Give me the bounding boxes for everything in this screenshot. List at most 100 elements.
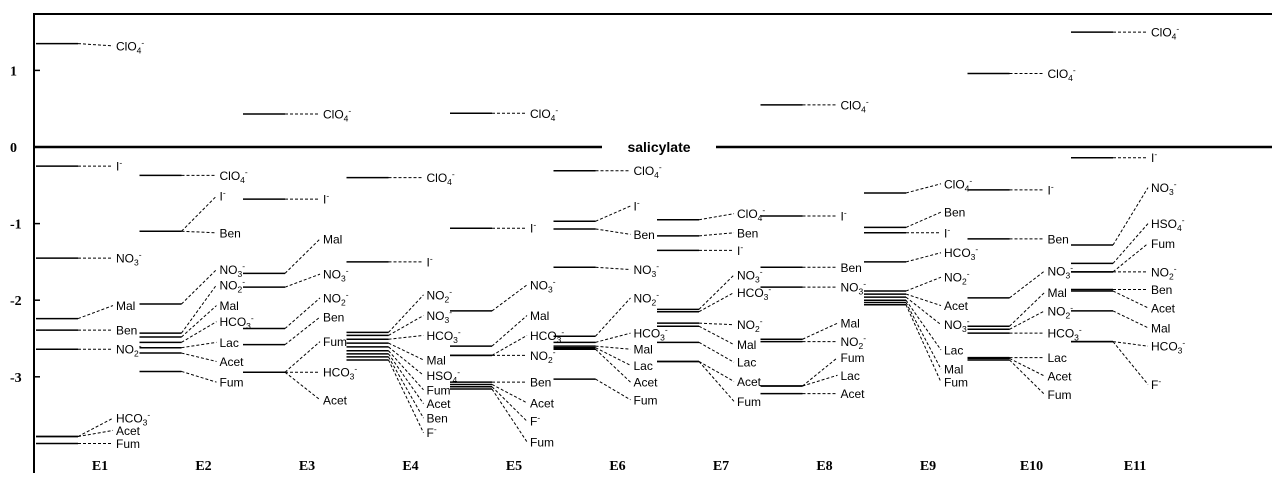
ion-label: Acet [944,299,969,313]
leader-line [284,371,321,401]
leader-line [1112,341,1149,385]
leader-line [905,299,942,351]
leader-line [1112,290,1149,309]
ion-label: HCO3- [634,325,668,343]
y-tick-label: -3 [10,371,22,386]
ion-label: HSO4- [1151,215,1185,233]
ion-label: NO3- [737,266,763,284]
ion-label: NO3- [220,261,246,279]
leader-line [698,213,735,221]
leader-line [1009,357,1045,377]
leader-line [491,384,528,404]
ion-label: Ben [323,311,344,325]
y-tick-label: -2 [10,294,22,309]
ion-label: Ben [737,226,758,240]
x-category-label: E7 [713,459,729,474]
ion-label: HSO4- [427,367,461,385]
ion-label: Mal [427,353,446,367]
leader-line [905,302,942,370]
leader-line [181,321,217,343]
reference-label: salicylate [627,139,690,155]
ion-label: NO3- [323,266,349,284]
ion-label: HCO3- [944,244,978,262]
leader-line [595,266,631,271]
ion-label: Fum [841,351,865,365]
leader-line [491,386,528,422]
leader-line [595,205,631,222]
ion-label: Ben [1151,283,1172,297]
leader-line [77,43,114,47]
ion-label: I- [323,191,329,207]
ion-label: NO3- [1151,179,1177,197]
leader-line [491,284,528,312]
ion-label: HCO3- [323,364,357,382]
ion-label: I- [1048,181,1054,197]
ion-label: NO2- [220,276,246,294]
ion-label: ClO4- [427,169,455,187]
ion-label: ClO4- [1151,24,1179,42]
leader-line [698,325,735,346]
leader-line [284,341,321,373]
leader-line [698,361,735,382]
ion-label: Fum [323,335,347,349]
leader-line [905,296,942,326]
leader-line [698,232,735,237]
leader-line [595,347,631,366]
ion-label: ClO4- [220,167,248,185]
leader-line [181,370,217,383]
leader-line [698,292,735,313]
leader-line [491,315,528,347]
y-tick-label: 0 [10,141,17,156]
ion-label: Ben [944,206,965,220]
y-tick-label: 1 [10,64,17,79]
ion-label: Fum [944,376,968,390]
ion-label: Lac [944,343,963,357]
ion-label: HCO3- [116,410,150,428]
leader-line [388,334,424,340]
x-category-label: E6 [609,459,625,474]
ion-label: HCO3- [220,313,254,331]
ion-label: Mal [1048,286,1067,300]
leader-line [388,356,424,419]
leader-line [1112,341,1149,347]
leader-line [1009,270,1045,299]
ion-label: I- [1151,149,1157,165]
ion-label: ClO4- [116,37,144,55]
ion-label: Acet [1048,370,1073,384]
leader-line [905,276,942,292]
leader-line [181,305,217,338]
ion-label: ClO4- [323,106,351,124]
leader-line [284,238,321,274]
ion-label: I- [530,220,536,236]
leader-line [181,341,217,349]
ion-label: ClO4- [1048,65,1076,83]
ion-label: Mal [530,309,549,323]
ion-label: Mal [634,343,653,357]
ion-label: Fum [530,435,554,449]
ion-label: I- [737,242,743,258]
leader-line [388,294,424,333]
ion-label: Ben [427,412,448,426]
leader-line [77,417,114,437]
x-axis-labels: E1 E2 E3 E4 E5 E6 E7 E8 E9 E10 E11 [92,459,1146,474]
ion-label: ClO4- [634,162,662,180]
leader-line [181,230,217,234]
leader-line [698,341,735,363]
leader-line [181,269,217,305]
ion-label: Acet [530,396,555,410]
leader-line [388,359,424,433]
leader-line [595,378,631,401]
ion-label: NO2- [323,289,349,307]
column-e6: ClO4- I- Ben NO3- NO2- HCO3-Mal Lac Acet Fum [553,162,668,407]
ion-label: Mal [841,317,860,331]
leader-line [1009,292,1045,327]
ion-label: NO3- [427,307,453,325]
ion-label: Ben [634,228,655,242]
leader-line [802,374,838,387]
ion-label: HCO3- [1151,338,1185,356]
x-category-label: E10 [1020,459,1043,474]
column-e7: ClO4- Ben I- NO3-HCO3- NO2- Mal Lac Acet Fum [657,205,771,409]
y-axis: 1 0 -1 -2 -3 [10,13,1272,473]
